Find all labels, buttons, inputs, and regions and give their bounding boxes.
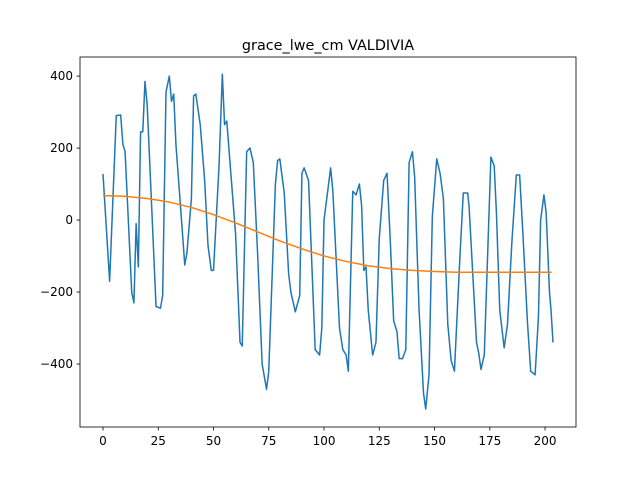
x-tick-label: 75 bbox=[261, 434, 276, 448]
x-tick-label: 175 bbox=[478, 434, 501, 448]
chart-title: grace_lwe_cm VALDIVIA bbox=[242, 38, 414, 54]
x-tick-label: 0 bbox=[99, 434, 107, 448]
data-line bbox=[102, 73, 554, 410]
y-tick-label: −200 bbox=[40, 285, 73, 299]
y-tick-label: −400 bbox=[40, 357, 73, 371]
x-tick-label: 125 bbox=[368, 434, 391, 448]
y-tick-label: 200 bbox=[50, 141, 73, 155]
x-tick-label: 200 bbox=[534, 434, 557, 448]
plot-frame bbox=[79, 56, 577, 428]
y-tick-label: 400 bbox=[50, 69, 73, 83]
x-tick-label: 50 bbox=[206, 434, 221, 448]
y-tick-label: 0 bbox=[65, 213, 73, 227]
x-tick-label: 25 bbox=[151, 434, 166, 448]
x-tick-label: 150 bbox=[423, 434, 446, 448]
data-line bbox=[102, 194, 552, 273]
x-tick-label: 100 bbox=[313, 434, 336, 448]
